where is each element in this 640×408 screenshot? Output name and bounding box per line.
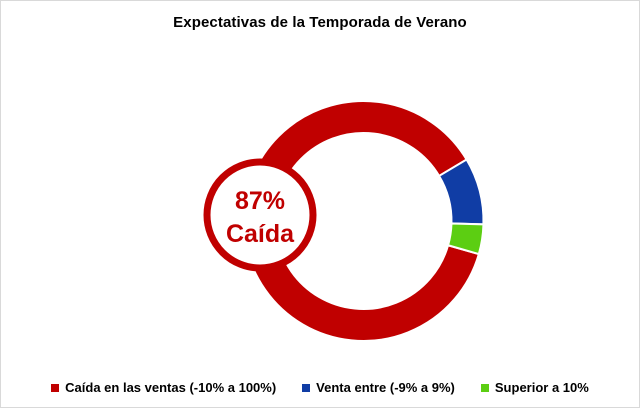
legend-label-0: Caída en las ventas (-10% a 100%) (65, 380, 277, 395)
callout-circle (203, 158, 317, 272)
legend-label-2: Superior a 10% (494, 380, 589, 395)
callout-line2: Caída (226, 220, 295, 248)
donut-segments (242, 100, 485, 342)
legend-item-1: Venta entre (-9% a 9%) (302, 380, 455, 395)
legend: Caída en las ventas (-10% a 100%) Venta e… (1, 380, 639, 395)
legend-swatch-1 (302, 383, 311, 392)
callout-bubble: 87% Caída (203, 158, 317, 272)
legend-swatch-0 (51, 383, 60, 392)
legend-item-2: Superior a 10% (480, 380, 589, 395)
callout-line1: 87% (235, 187, 285, 215)
donut-segment-0 (242, 100, 481, 342)
legend-swatch-2 (480, 383, 489, 392)
legend-label-1: Venta entre (-9% a 9%) (316, 380, 455, 395)
legend-item-0: Caída en las ventas (-10% a 100%) (51, 380, 276, 395)
chart-title: Expectativas de la Temporada de Verano (173, 14, 467, 31)
donut-segment-2 (446, 222, 485, 256)
